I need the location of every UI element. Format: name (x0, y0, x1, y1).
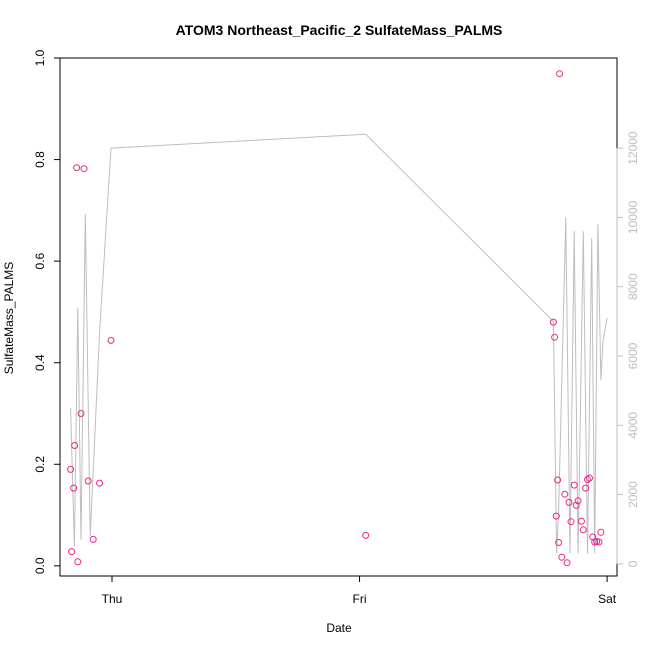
data-point (586, 474, 593, 482)
y-tick-label: 0.2 (33, 456, 47, 473)
data-point (89, 535, 97, 543)
x-axis-label: Date (326, 621, 352, 635)
y-tick-label: 1.0 (33, 49, 47, 66)
data-point (574, 497, 582, 505)
data-point (572, 501, 580, 509)
data-point (74, 558, 82, 566)
data-point (554, 476, 562, 484)
data-point (96, 479, 104, 487)
data-point (565, 498, 573, 506)
x-tick-label: Fri (353, 592, 367, 606)
data-point (579, 526, 587, 534)
data-point (551, 333, 559, 341)
altitude-line-layer (70, 133, 608, 554)
data-point (73, 164, 81, 172)
data-point (556, 70, 564, 78)
data-point (362, 531, 370, 539)
data-point (68, 548, 76, 556)
data-point (107, 336, 115, 344)
data-points-layer (67, 70, 605, 567)
data-point (84, 477, 92, 485)
right-axis-tick-label: 2000 (626, 481, 640, 508)
data-point (577, 517, 585, 525)
data-point (71, 442, 79, 449)
right-axis-tick-label: 12000 (626, 131, 640, 165)
y-axis-label: SulfateMass_PALMS (2, 262, 16, 375)
data-point (597, 528, 605, 536)
chart-title: ATOM3 Northeast_Pacific_2 SulfateMass_PA… (176, 22, 503, 38)
x-tick-label: Sat (598, 592, 617, 606)
right-axis-tick-label: 10000 (626, 200, 640, 234)
right-axis-tick-label: 4000 (626, 412, 640, 439)
right-axis-tick-label: 6000 (626, 342, 640, 369)
data-point (563, 559, 571, 567)
data-point (567, 518, 575, 526)
data-point (584, 476, 591, 483)
data-point (582, 484, 590, 492)
right-axis-tick-label: 0 (626, 560, 640, 567)
data-point (80, 165, 88, 173)
data-point (77, 410, 85, 417)
data-point (552, 512, 560, 520)
altitude-line (70, 133, 608, 554)
y-tick-label: 0.6 (33, 252, 47, 269)
y-tick-label: 0.4 (33, 354, 47, 371)
data-point (595, 538, 603, 546)
data-point (561, 490, 569, 498)
data-point (70, 484, 78, 492)
data-point (67, 465, 75, 473)
right-axis-tick-label: 8000 (626, 273, 640, 300)
y-tick-label: 0.8 (33, 151, 47, 168)
data-point (570, 481, 578, 489)
data-point (558, 553, 566, 561)
data-point (555, 539, 563, 546)
x-tick-label: Thu (102, 592, 123, 606)
axes-layer: 0.0 0.2 0.4 0.6 0.8 1.0 0 2000 4000 6000 8000 10000… (33, 49, 640, 606)
data-point (549, 318, 557, 326)
y-tick-label: 0.0 (33, 557, 47, 574)
